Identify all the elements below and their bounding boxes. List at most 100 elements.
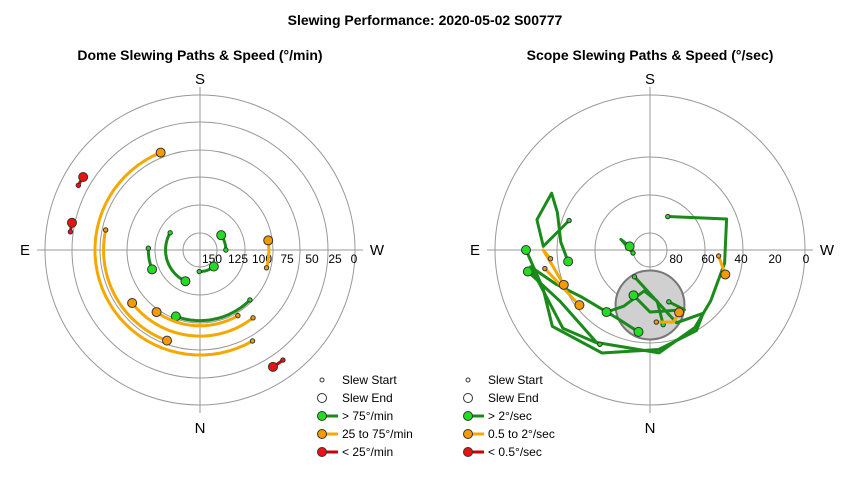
chart-title: Scope Slewing Paths & Speed (°/sec): [527, 47, 774, 63]
slew-path: [529, 265, 640, 346]
slew-start-marker: [196, 268, 202, 275]
slew-start-marker: [665, 213, 671, 220]
slew-start-marker: [167, 230, 173, 236]
radial-tick-label: 50: [305, 252, 319, 266]
slew-path: [632, 293, 686, 314]
slew-start-marker: [250, 315, 256, 321]
slew-start-marker: [75, 182, 82, 189]
legend-label: > 2°/sec: [488, 409, 532, 423]
slew-path: [605, 289, 665, 327]
radial-tick-label: 25: [328, 252, 342, 266]
compass-south: S: [645, 71, 655, 88]
legend-label: Slew Start: [342, 373, 397, 387]
legend-marker: [317, 411, 327, 421]
slew-end-marker: [263, 235, 274, 246]
compass-west: W: [820, 242, 835, 259]
slew-path: [164, 231, 187, 283]
slew-end-marker: [147, 264, 158, 275]
slew-end-marker: [127, 298, 138, 309]
slew-start-marker: [597, 341, 603, 347]
compass-north: N: [645, 420, 656, 437]
slew-path: [93, 151, 254, 357]
legend-label: Slew Start: [488, 373, 543, 387]
slew-end-marker: [628, 290, 639, 301]
slew-end-marker: [268, 361, 279, 372]
legend-label: Slew End: [342, 391, 393, 405]
slew-start-marker: [249, 338, 256, 344]
radial-tick-label: 75: [280, 252, 294, 266]
compass-west: W: [370, 242, 385, 259]
scope-panel: Scope Slewing Paths & Speed (°/sec) S N E W 8…: [463, 47, 835, 459]
slew-path: [102, 228, 169, 343]
slew-start-marker: [547, 256, 554, 262]
legend-label: 25 to 75°/min: [342, 427, 413, 441]
slew-start-marker: [666, 299, 672, 305]
legend-marker: [463, 429, 473, 439]
slew-end-marker: [180, 276, 191, 287]
slew-path: [526, 215, 729, 355]
slew-end-marker: [216, 230, 227, 241]
slew-end-marker: [78, 171, 89, 182]
slew-end-marker: [624, 241, 635, 252]
slew-path: [524, 248, 705, 355]
legend-label: 0.5 to 2°/sec: [488, 427, 555, 441]
slew-end-marker: [155, 147, 166, 158]
legend-marker: [463, 447, 473, 457]
slew-start-marker: [715, 253, 722, 259]
legend-start-marker: [465, 377, 471, 383]
slew-start-marker: [67, 229, 74, 235]
legend-marker: [317, 429, 327, 439]
slew-start-marker: [542, 265, 548, 272]
slew-end-marker: [674, 307, 685, 318]
slew-end-marker: [720, 269, 731, 280]
slew-end-marker: [633, 326, 644, 337]
radial-tick-label: 80: [669, 252, 683, 266]
legend-marker: [317, 447, 327, 457]
compass-south: S: [195, 71, 205, 88]
chart-title: Dome Slewing Paths & Speed (°/min): [77, 47, 322, 63]
legend-marker: [463, 411, 473, 421]
slew-start-marker: [223, 247, 229, 253]
slew-start-marker: [263, 265, 270, 271]
slew-path: [155, 310, 240, 328]
legend-start-marker: [319, 377, 325, 383]
slew-start-marker: [630, 250, 636, 256]
compass-north: N: [195, 420, 206, 437]
slew-end-marker: [208, 261, 219, 272]
slew-start-marker: [102, 227, 109, 233]
slew-path: [541, 248, 566, 287]
slew-start-marker: [235, 312, 241, 319]
legend-label: > 75°/min: [342, 409, 393, 423]
slew-end-marker: [574, 300, 585, 311]
radial-tick-label: 0: [803, 252, 810, 266]
slew-path: [174, 298, 252, 323]
slew-end-marker: [521, 245, 531, 255]
radial-tick-label: 0: [351, 252, 358, 266]
radial-tick-label: 20: [768, 252, 782, 266]
slew-path: [535, 191, 571, 263]
legend-end-marker: [317, 393, 327, 403]
slew-end-marker: [601, 307, 612, 318]
radial-tick-label: 40: [734, 252, 748, 266]
slew-end-marker: [66, 217, 77, 228]
slew-start-marker: [145, 245, 152, 251]
slew-start-marker: [566, 217, 572, 224]
legend-end-marker: [463, 393, 473, 403]
radial-tick-label: 150: [202, 252, 222, 266]
slew-path: [130, 301, 255, 338]
legend-label: < 25°/min: [342, 445, 393, 459]
radial-tick-label: 125: [228, 252, 248, 266]
radial-tick-label: 60: [701, 252, 715, 266]
legend-label: < 0.5°/sec: [488, 445, 542, 459]
slew-start-marker: [280, 357, 286, 363]
slew-end-marker: [151, 307, 162, 318]
legend-label: Slew End: [488, 391, 539, 405]
compass-east: E: [20, 242, 30, 259]
slew-start-marker: [247, 297, 253, 303]
slew-end-marker: [162, 335, 173, 346]
slew-end-marker: [563, 256, 574, 267]
slew-end-marker: [558, 279, 569, 290]
compass-east: E: [470, 242, 480, 259]
figure-title: Slewing Performance: 2020-05-02 S00777: [288, 12, 563, 28]
